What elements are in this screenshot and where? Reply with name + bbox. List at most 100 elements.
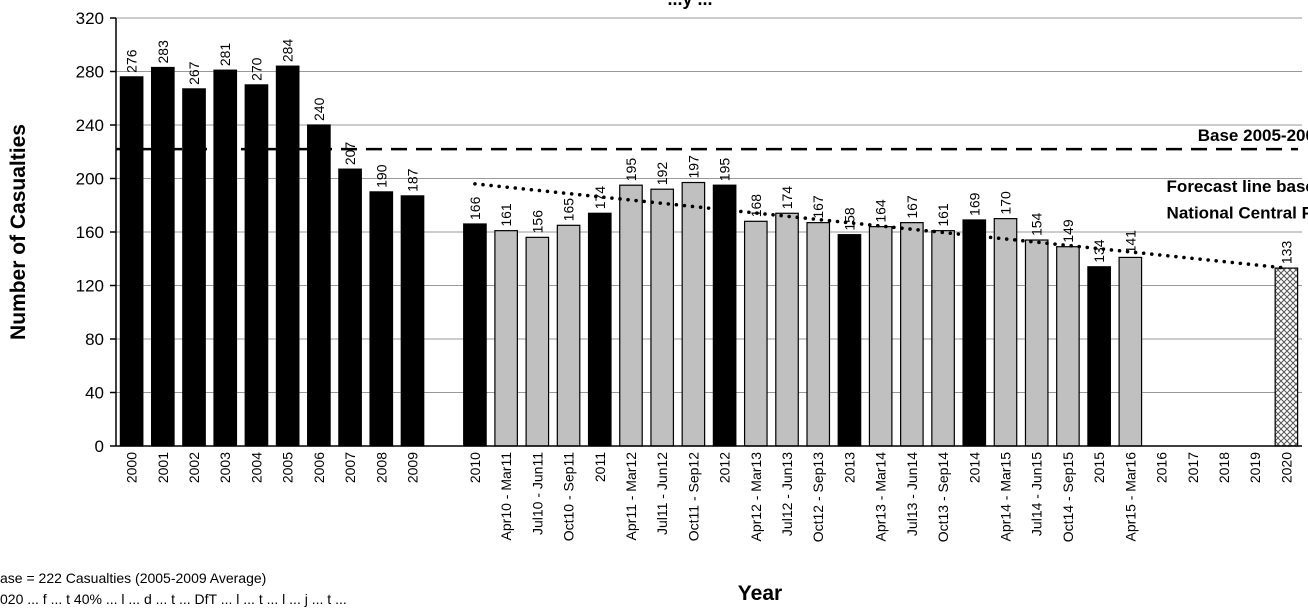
base-line-label: Base 2005-2009 bbox=[1198, 126, 1308, 145]
x-tick-label: 2007 bbox=[342, 452, 358, 483]
y-axis-ticks: 0 40 80 120 160 200 240 280 320 bbox=[76, 9, 116, 456]
data-label: 284 bbox=[280, 39, 296, 63]
data-label: 168 bbox=[748, 194, 764, 218]
x-tick-label: 2003 bbox=[217, 452, 233, 483]
x-tick-label: 2018 bbox=[1216, 452, 1232, 483]
x-tick-label: Jul12 - Jun13 bbox=[779, 452, 795, 536]
data-labels: 276 283 267 281 270 284 240 207 190 187 166 161 156 1… bbox=[124, 39, 1295, 265]
bar-annual bbox=[182, 88, 206, 447]
data-label: 164 bbox=[873, 199, 889, 223]
x-tick-label: 2017 bbox=[1185, 452, 1201, 483]
data-label: 154 bbox=[1029, 212, 1045, 236]
x-tick-label: Jul10 - Jun11 bbox=[529, 452, 545, 535]
data-label: 156 bbox=[529, 210, 545, 234]
bar-rolling bbox=[650, 188, 675, 447]
x-tick-label: Jul11 - Jun12 bbox=[654, 452, 670, 535]
bar-rolling bbox=[806, 222, 831, 447]
data-label: 161 bbox=[935, 203, 951, 227]
data-label: 158 bbox=[841, 207, 857, 231]
bars bbox=[119, 65, 1299, 447]
data-label: 276 bbox=[124, 49, 140, 73]
x-tick-label: Apr12 - Mar13 bbox=[748, 452, 764, 542]
data-label: 174 bbox=[779, 186, 795, 210]
x-tick-label: Apr11 - Mar12 bbox=[623, 452, 639, 541]
bar-annual bbox=[307, 124, 331, 447]
y-tick-label: 320 bbox=[76, 9, 104, 28]
bar-annual bbox=[1087, 266, 1111, 447]
bar-annual bbox=[213, 69, 238, 447]
forecast-line bbox=[473, 182, 1289, 270]
x-tick-label: 2020 bbox=[1278, 452, 1294, 483]
bar-rolling bbox=[993, 218, 1018, 447]
y-tick-label: 240 bbox=[76, 116, 104, 135]
x-tick-label: 2013 bbox=[841, 452, 857, 483]
bar-rolling bbox=[556, 224, 581, 447]
x-tick-label: 2015 bbox=[1091, 452, 1107, 483]
x-tick-label: 2001 bbox=[155, 452, 171, 483]
bar-annual bbox=[244, 84, 269, 447]
x-tick-label: 2011 bbox=[592, 452, 608, 482]
x-tick-label: Oct11 - Sep12 bbox=[685, 452, 701, 541]
y-tick-label: 120 bbox=[76, 277, 104, 296]
data-label: 133 bbox=[1278, 241, 1294, 265]
x-tick-label: 2019 bbox=[1247, 452, 1263, 483]
data-label: 169 bbox=[966, 192, 982, 216]
data-label: 161 bbox=[498, 203, 514, 227]
bar-rolling bbox=[775, 212, 799, 447]
bar-annual bbox=[837, 234, 862, 447]
bar-target bbox=[1274, 267, 1299, 447]
data-label: 195 bbox=[623, 158, 639, 182]
bar-annual bbox=[369, 191, 394, 447]
data-label: 165 bbox=[561, 198, 577, 222]
x-tick-label: Oct10 - Sep11 bbox=[561, 452, 577, 541]
data-label: 197 bbox=[685, 155, 701, 179]
x-tick-label: 2005 bbox=[280, 452, 296, 483]
data-label: 149 bbox=[1060, 219, 1076, 243]
bar-rolling bbox=[494, 230, 518, 447]
x-axis-title: Year bbox=[738, 582, 782, 605]
data-label: 141 bbox=[1122, 230, 1138, 254]
data-label: 190 bbox=[373, 164, 389, 188]
bar-rolling bbox=[1056, 246, 1080, 447]
footnote-1: ase = 222 Casualties (2005-2009 Average) bbox=[0, 570, 266, 586]
bar-rolling bbox=[681, 181, 706, 447]
bar-annual bbox=[587, 212, 612, 447]
x-tick-label: 2009 bbox=[405, 452, 421, 483]
x-tick-label: Oct14 - Sep15 bbox=[1060, 452, 1076, 542]
x-tick-label: 2002 bbox=[186, 452, 202, 483]
x-tick-label: 2008 bbox=[373, 452, 389, 483]
data-label: 166 bbox=[467, 196, 483, 220]
bar-annual bbox=[338, 168, 362, 447]
bar-annual bbox=[463, 223, 487, 447]
x-tick-label: Jul13 - Jun14 bbox=[904, 452, 920, 536]
bar-rolling bbox=[743, 220, 768, 447]
x-tick-label: 2006 bbox=[311, 452, 327, 483]
x-tick-label: 2012 bbox=[717, 452, 733, 483]
x-tick-label: 2000 bbox=[124, 452, 140, 483]
y-tick-label: 280 bbox=[76, 63, 104, 82]
x-tick-label: Jul14 - Jun15 bbox=[1029, 452, 1045, 536]
bar-rolling bbox=[1118, 256, 1143, 447]
x-tick-label: Apr13 - Mar14 bbox=[873, 452, 889, 542]
x-tick-label: 2004 bbox=[248, 452, 264, 483]
bar-rolling bbox=[900, 222, 924, 447]
data-label: 240 bbox=[311, 97, 327, 121]
bar-annual bbox=[400, 195, 425, 447]
y-tick-label: 160 bbox=[76, 223, 104, 242]
y-axis-title: Number of Casualties bbox=[7, 124, 30, 340]
data-label: 207 bbox=[342, 142, 358, 166]
forecast-label-line-2: National Central Projection bbox=[1167, 204, 1308, 223]
data-label: 167 bbox=[810, 195, 826, 219]
bar-rolling bbox=[931, 230, 955, 447]
bar-annual bbox=[712, 184, 737, 447]
y-tick-label: 80 bbox=[85, 330, 104, 349]
y-tick-label: 40 bbox=[85, 384, 104, 403]
x-tick-label: Oct13 - Sep14 bbox=[935, 452, 951, 542]
data-label: 134 bbox=[1091, 239, 1107, 263]
x-axis-ticks: 2000 2001 2002 2003 2004 2005 2006 2007 2008 2009… bbox=[124, 452, 1295, 542]
data-label: 270 bbox=[248, 57, 264, 81]
y-tick-label: 0 bbox=[95, 437, 104, 456]
x-tick-label: Apr14 - Mar15 bbox=[998, 452, 1014, 542]
data-label: 174 bbox=[592, 186, 608, 210]
data-label: 267 bbox=[186, 61, 202, 85]
